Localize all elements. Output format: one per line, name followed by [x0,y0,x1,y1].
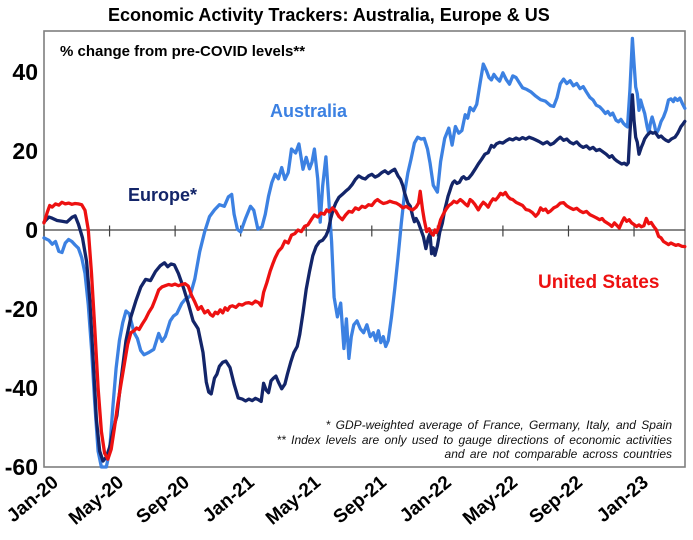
australia-series-label: Australia [270,101,348,121]
footnote-line: * GDP-weighted average of France, German… [325,418,672,432]
chart-title: Economic Activity Trackers: Australia, E… [108,5,550,25]
y-axis-label: -60 [4,454,38,480]
footnote-block: * GDP-weighted average of France, German… [276,418,672,462]
united-states-line [42,189,687,461]
australia-line [42,36,687,469]
chart-subtitle: % change from pre-COVID levels** [60,43,306,60]
y-axis-label: 40 [12,59,38,85]
united-states-series-label: United States [538,272,660,293]
y-axis-label: 20 [12,138,38,164]
europe-series-label: Europe* [128,185,198,205]
footnote-line: and are not comparable across countries [444,447,672,462]
y-axis-label: 0 [25,217,38,243]
europe-line [42,93,687,463]
y-axis-label: -20 [4,296,38,322]
footnote-line: ** Index levels are only used to gauge d… [276,432,672,447]
plot-frame [43,30,686,468]
y-axis-label: -40 [4,375,38,401]
